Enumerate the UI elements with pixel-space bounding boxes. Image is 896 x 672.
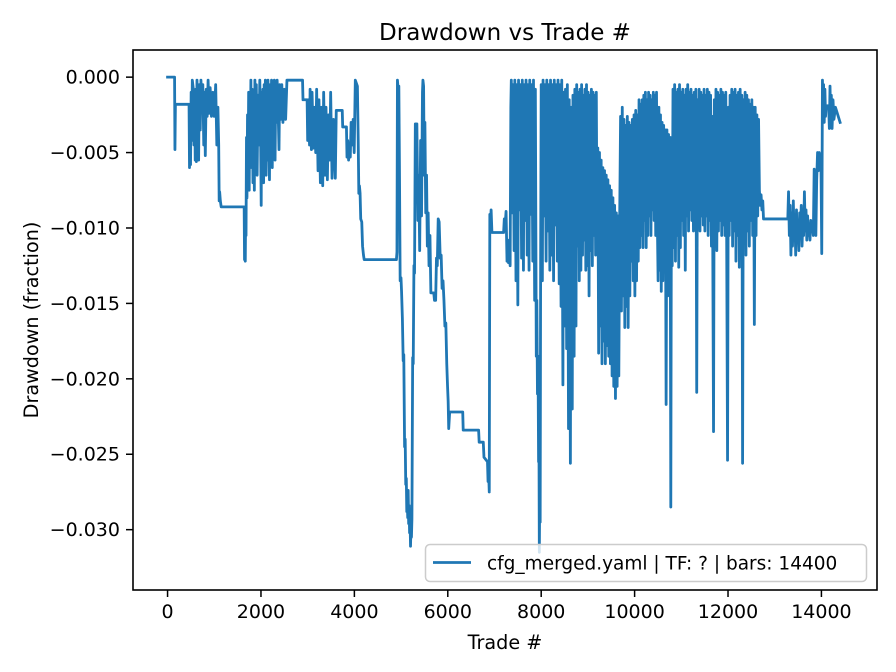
y-tick-label: −0.010 — [50, 217, 120, 239]
y-tick-label: −0.015 — [50, 293, 120, 315]
x-tick-label: 2000 — [237, 601, 285, 623]
legend: cfg_merged.yaml | TF: ? | bars: 14400 — [424, 543, 868, 583]
drawdown-line — [166, 75, 842, 554]
x-tick-label: 12000 — [698, 601, 758, 623]
y-tick-label: 0.000 — [66, 67, 120, 89]
legend-box — [424, 543, 868, 583]
y-tick-label: −0.020 — [50, 368, 120, 390]
x-axis-label: Trade # — [467, 631, 543, 654]
y-axis-label: Drawdown (fraction) — [20, 222, 43, 419]
legend-label: cfg_merged.yaml | TF: ? | bars: 14400 — [487, 554, 837, 575]
x-tick-label: 0 — [162, 601, 174, 623]
chart-title: Drawdown vs Trade # — [379, 20, 631, 46]
y-tick-label: −0.025 — [50, 444, 120, 466]
axes-spines — [132, 49, 878, 591]
x-axis-ticks: 0 2000 4000 6000 8000 10000 12000 14000 — [162, 590, 852, 623]
plot-area — [166, 75, 842, 554]
x-tick-label: 10000 — [604, 601, 664, 623]
y-tick-label: −0.030 — [50, 519, 120, 541]
x-tick-label: 6000 — [424, 601, 472, 623]
x-tick-label: 8000 — [517, 601, 565, 623]
y-axis-ticks: 0.000 −0.005 −0.010 −0.015 −0.020 −0.025 −0.03… — [50, 67, 133, 541]
y-tick-label: −0.005 — [50, 142, 120, 164]
x-tick-label: 4000 — [330, 601, 378, 623]
x-tick-label: 14000 — [791, 601, 851, 623]
